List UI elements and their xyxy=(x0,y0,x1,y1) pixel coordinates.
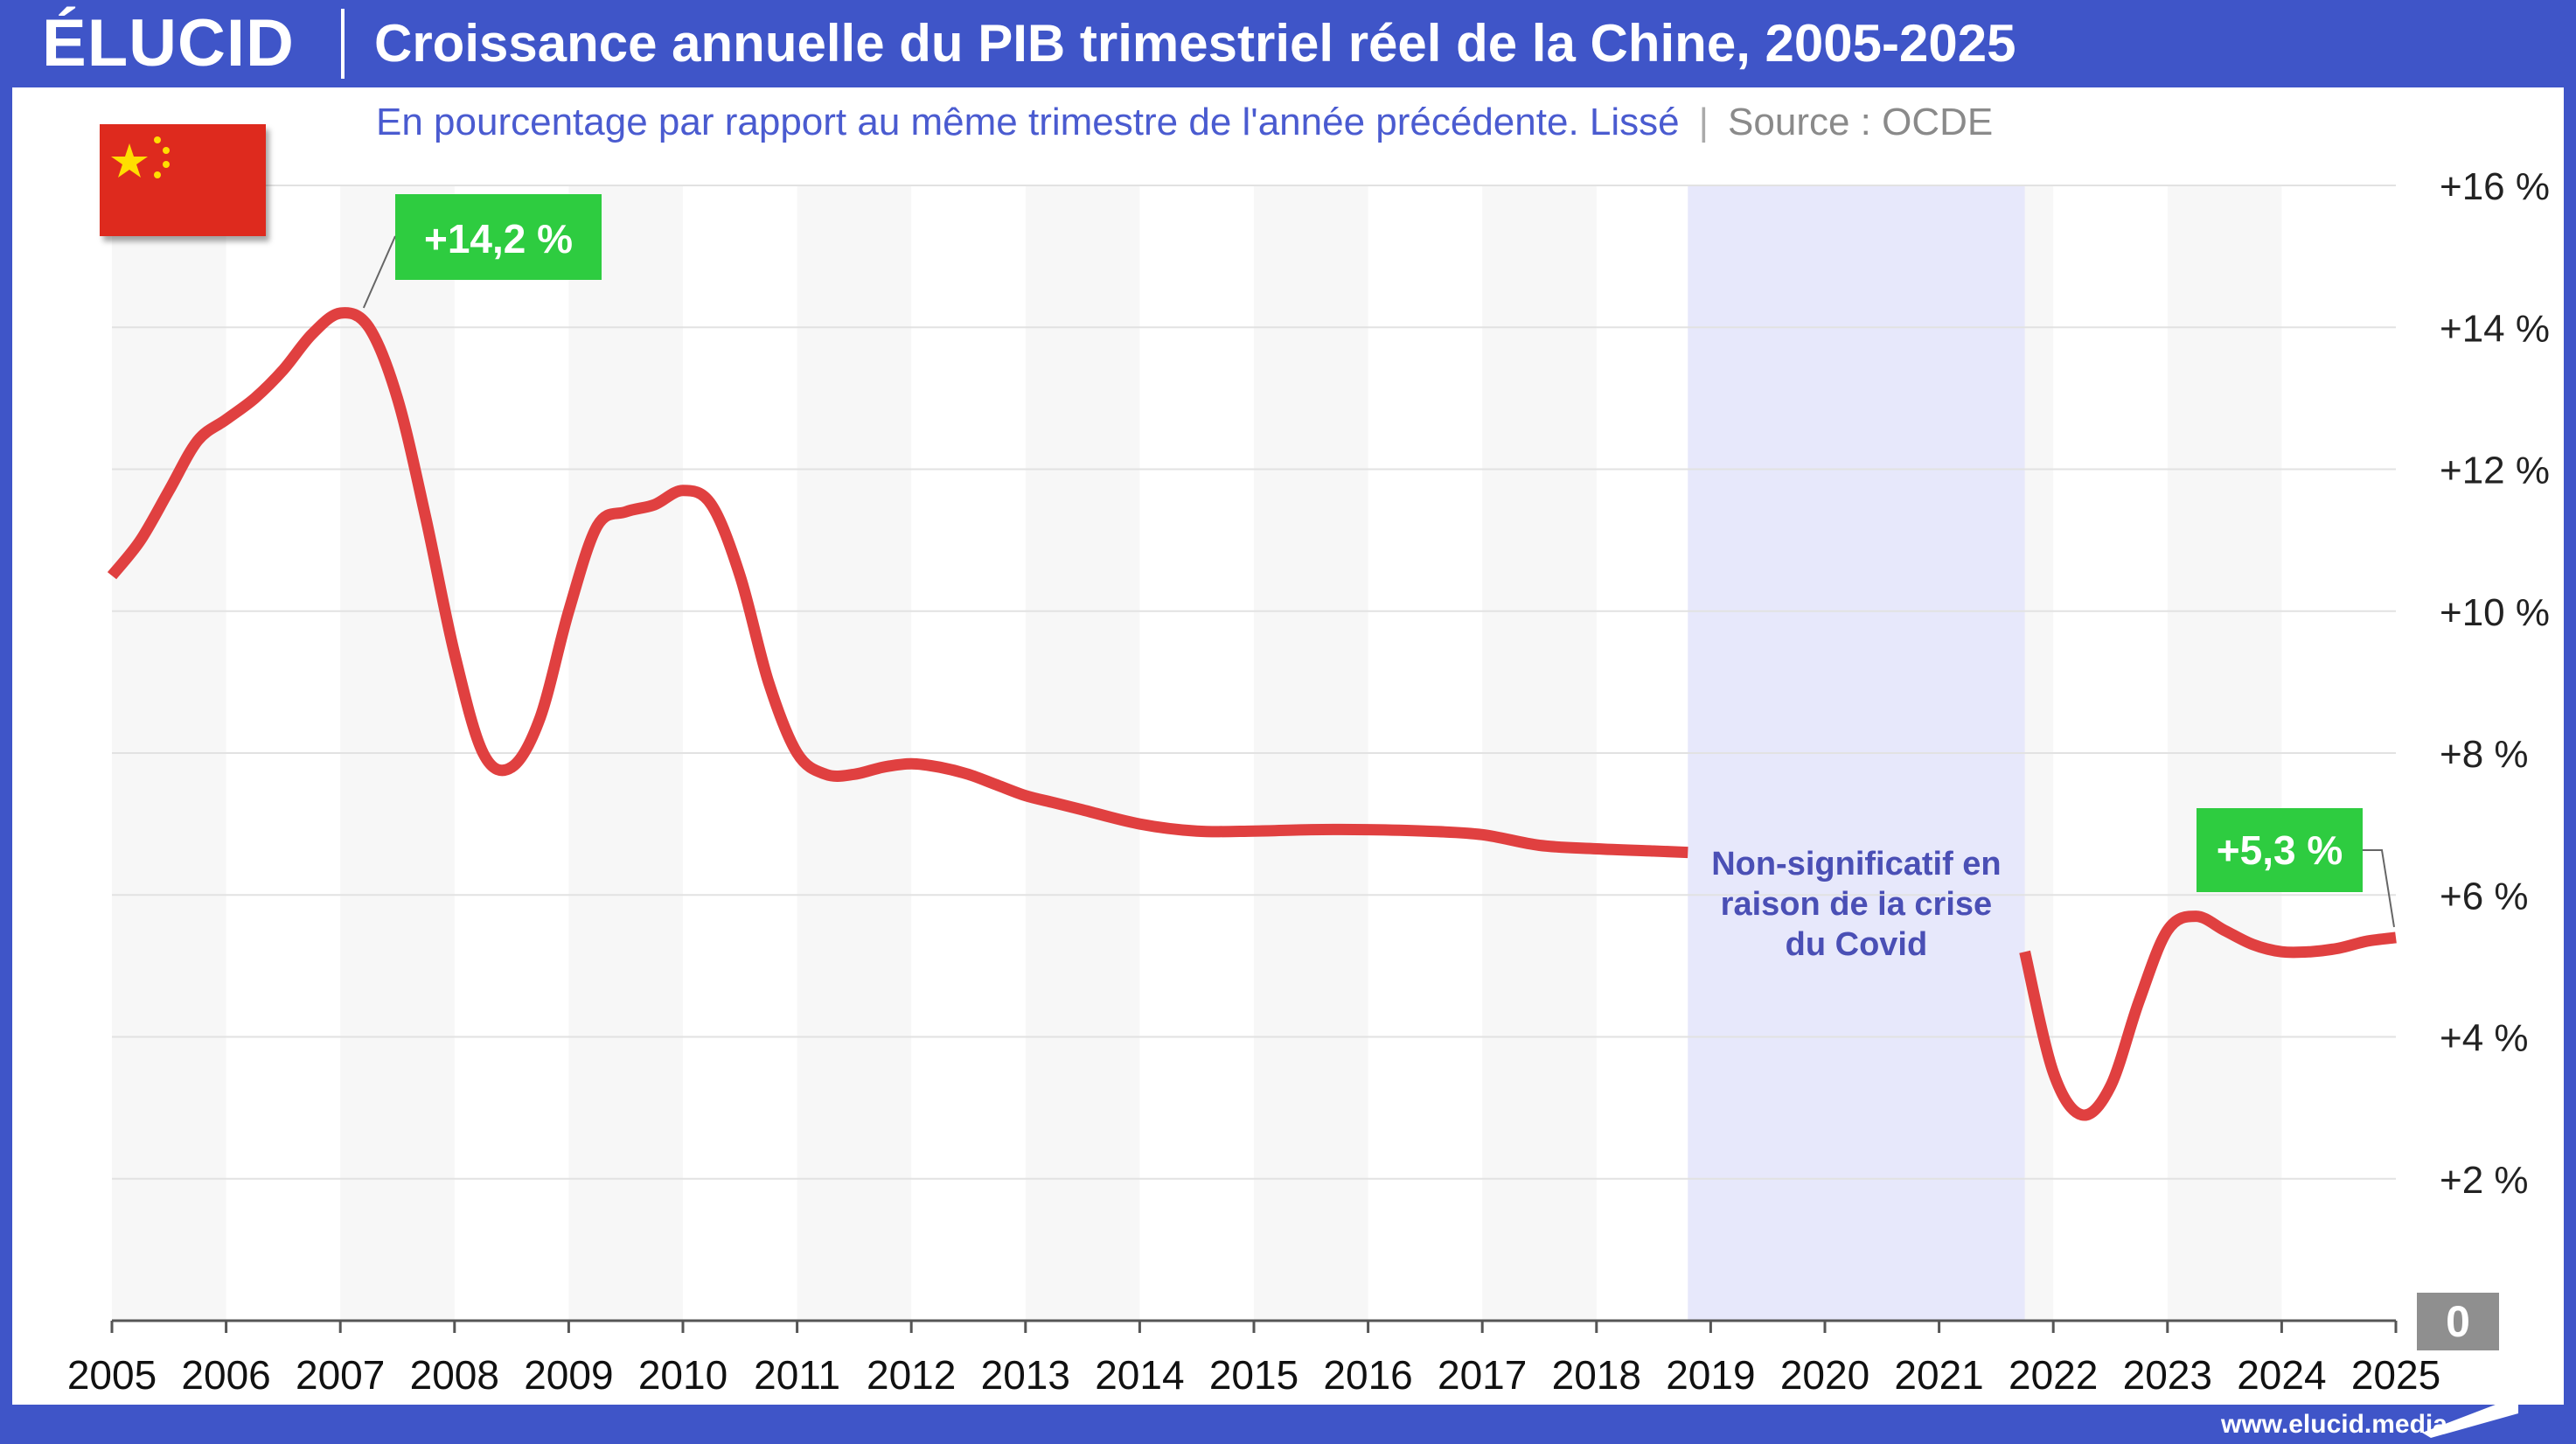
covid-annotation-line: Non-significatif en xyxy=(1711,846,2001,882)
y-tick-label: +2 % xyxy=(2440,1159,2529,1202)
x-tick-label: 2017 xyxy=(1438,1352,1527,1398)
callout-label-latest: +5,3 % xyxy=(2217,827,2343,873)
callout-box-peak xyxy=(395,194,602,280)
x-tick-label: 2005 xyxy=(67,1352,157,1398)
gridlines xyxy=(112,185,2396,1180)
zero-label-box xyxy=(2417,1293,2499,1350)
gdp-growth-line-segment-1 xyxy=(107,307,1688,859)
y-tick-label: +16 % xyxy=(2440,165,2550,208)
covid-annotation-line: du Covid xyxy=(1786,926,1928,963)
x-tick-label: 2023 xyxy=(2123,1352,2212,1398)
zero-label: 0 xyxy=(2446,1297,2470,1346)
x-tick-label: 2010 xyxy=(638,1352,728,1398)
axis-labels: +2 % +4 % +6 % +8 % +10 % +12 % +14 % +16 % 0 200… xyxy=(67,165,2550,1398)
left-border xyxy=(0,87,12,1405)
x-tick-label: 2016 xyxy=(1323,1352,1412,1398)
source-note: Source : OCDE xyxy=(1728,101,1994,143)
y-tick-label: +10 % xyxy=(2440,591,2550,634)
data-lines xyxy=(107,307,2397,1121)
x-tick-label: 2020 xyxy=(1780,1352,1869,1398)
x-tick-label: 2011 xyxy=(754,1352,840,1398)
x-tick-label: 2009 xyxy=(524,1352,613,1398)
china-flag-icon xyxy=(100,124,266,236)
brand-logo[interactable]: ÉLUCID xyxy=(42,6,295,80)
x-tick-label: 2008 xyxy=(410,1352,499,1398)
chart-title: Croissance annuelle du PIB trimestriel r… xyxy=(374,14,2016,73)
x-tick-label: 2014 xyxy=(1095,1352,1184,1398)
x-tick-label: 2019 xyxy=(1666,1352,1755,1398)
y-tick-label: +4 % xyxy=(2440,1017,2529,1060)
subtitle-separator: | xyxy=(1698,101,1709,143)
x-axis xyxy=(110,1319,2398,1333)
chart-subtitle: En pourcentage par rapport au même trime… xyxy=(376,101,1680,143)
callout-box-latest xyxy=(2197,808,2363,892)
x-tick-label: 2021 xyxy=(1894,1352,1983,1398)
x-tick-label: 2013 xyxy=(981,1352,1070,1398)
callout-leader xyxy=(2363,849,2395,928)
y-tick-label: +14 % xyxy=(2440,307,2550,350)
x-tick-label: 2015 xyxy=(1209,1352,1298,1398)
x-tick-label: 2025 xyxy=(2351,1352,2440,1398)
x-tick-label: 2024 xyxy=(2237,1352,2326,1398)
callouts: +14,2 % +5,3 % xyxy=(362,194,2395,928)
x-tick-label: 2022 xyxy=(2009,1352,2098,1398)
header-bar xyxy=(0,0,2576,87)
y-tick-label: +6 % xyxy=(2440,875,2529,917)
x-tick-label: 2018 xyxy=(1552,1352,1641,1398)
footer-bar xyxy=(0,1405,2576,1444)
y-tick-label: +12 % xyxy=(2440,450,2550,492)
y-tick-label: +8 % xyxy=(2440,733,2529,776)
covid-annotation-line: raison de la crise xyxy=(1721,886,1993,923)
footer-url[interactable]: www.elucid.media xyxy=(2221,1410,2447,1439)
right-border xyxy=(2564,87,2576,1405)
subtitle-row: En pourcentage par rapport au même trime… xyxy=(376,94,1993,150)
x-tick-label: 2006 xyxy=(181,1352,270,1398)
logo-separator xyxy=(341,9,345,79)
brand-swoosh-icon xyxy=(2422,1396,2518,1438)
gdp-growth-line-segment-2 xyxy=(2019,910,2397,1121)
callout-label-peak: +14,2 % xyxy=(424,216,573,262)
x-tick-label: 2007 xyxy=(296,1352,385,1398)
x-tick-label: 2012 xyxy=(867,1352,956,1398)
